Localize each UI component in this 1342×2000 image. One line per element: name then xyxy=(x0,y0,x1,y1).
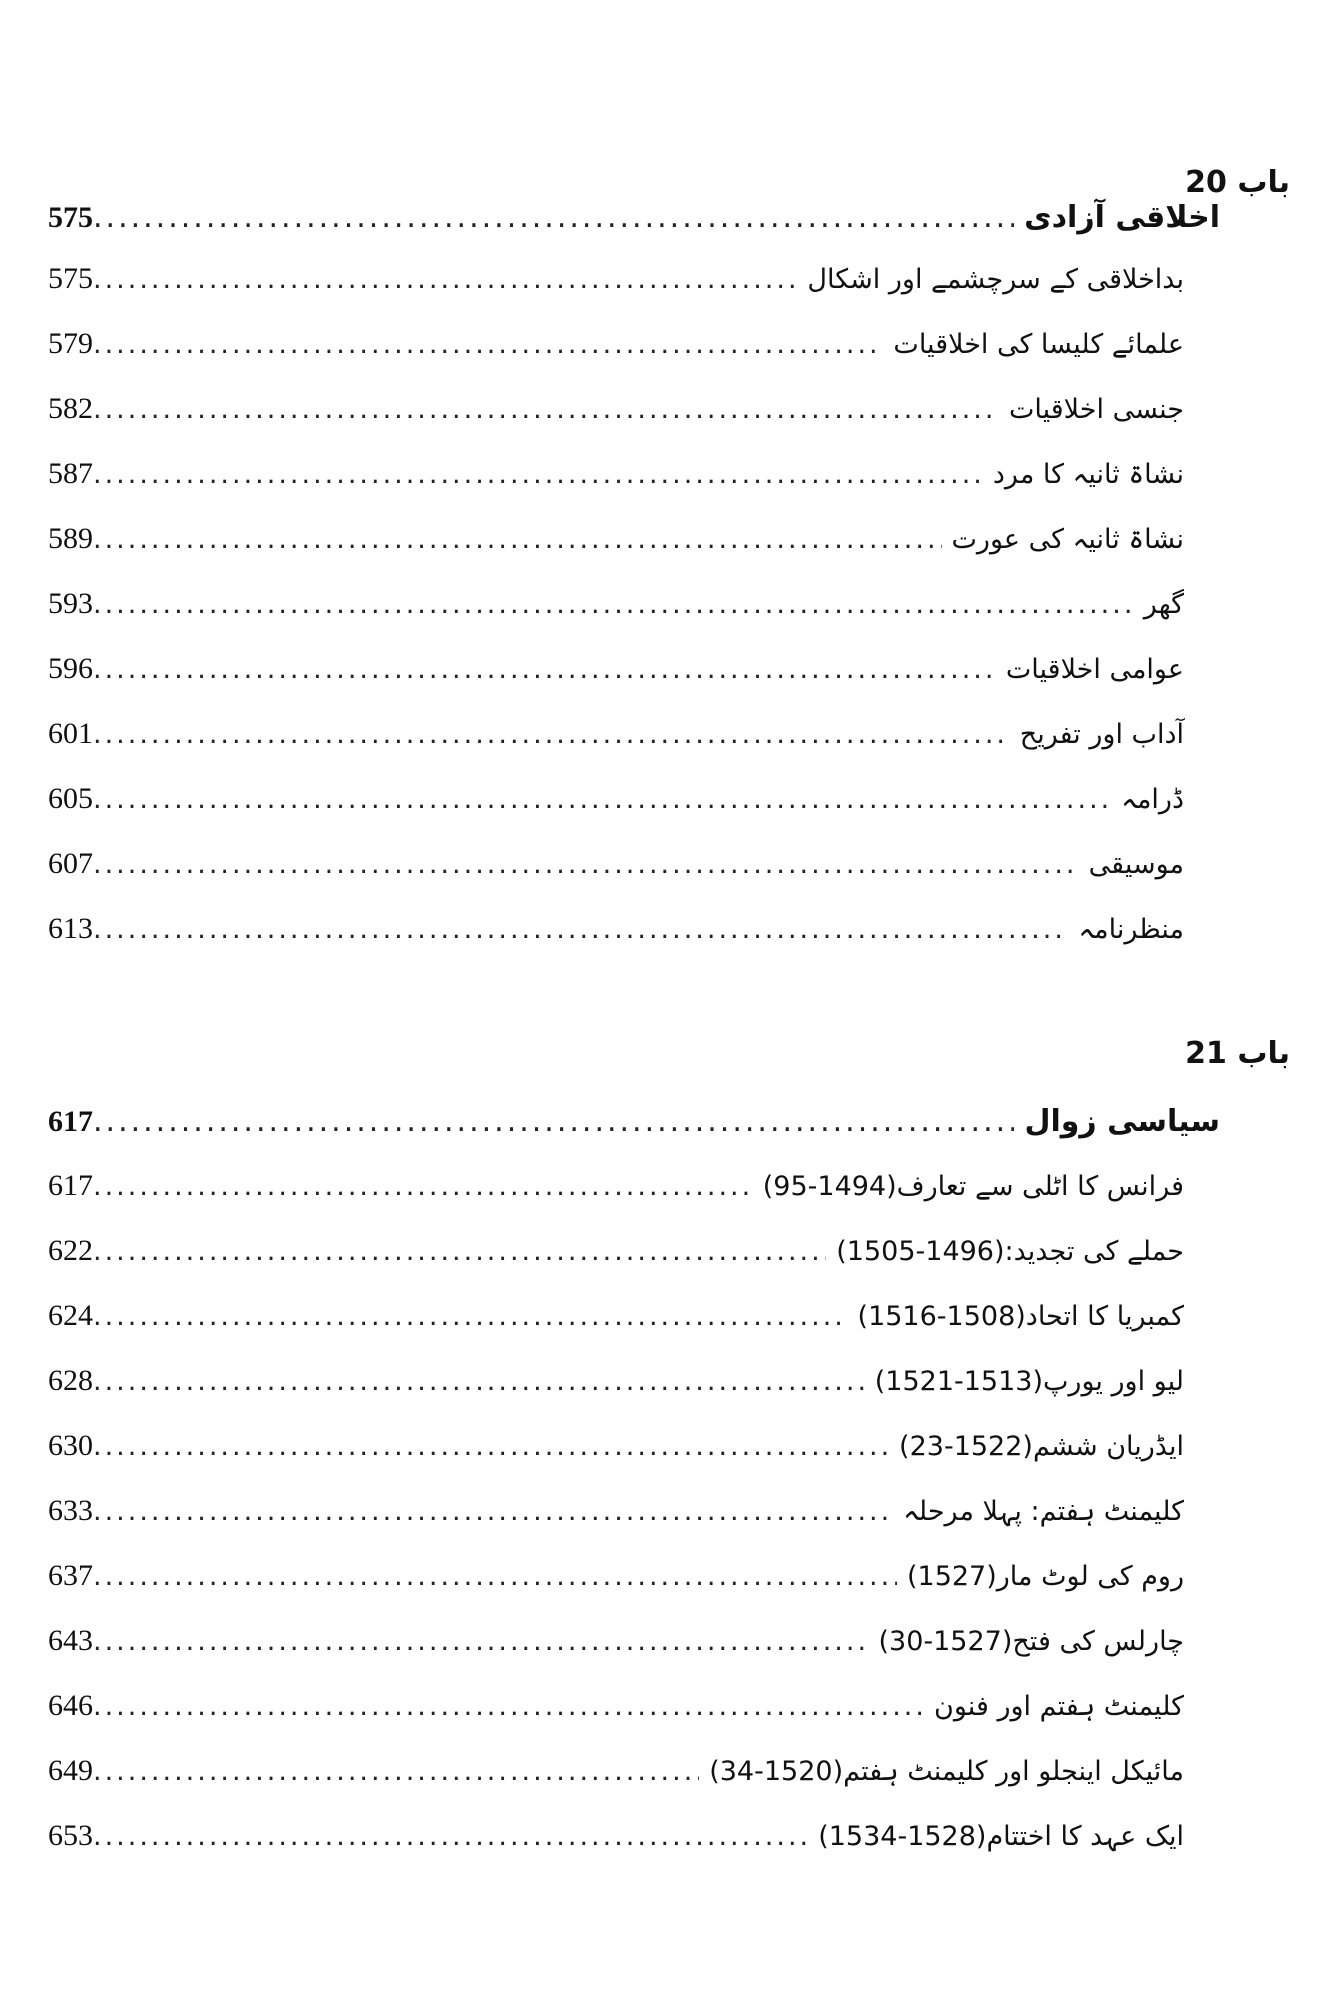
entry-title: جنسی اخلاقیات xyxy=(1008,394,1184,425)
toc-entry[interactable]: ایک عہد کا اختتام(1528-1534) 653 xyxy=(48,1819,1184,1879)
dot-leader xyxy=(93,1626,868,1657)
entry-title: کمبریا کا اتحاد(1508-1516) xyxy=(857,1301,1184,1332)
chapter-label: باب 21 xyxy=(1185,1036,1290,1071)
page-number: 589 xyxy=(48,522,93,555)
dot-leader xyxy=(93,654,996,685)
dot-leader xyxy=(93,1104,1014,1139)
toc-entry[interactable]: نشاۃ ثانیہ کی عورت 589 xyxy=(48,522,1184,582)
dot-leader xyxy=(93,589,1134,620)
page-number: 653 xyxy=(48,1819,93,1852)
entry-title: کلیمنٹ ہفتم: پہلا مرحلہ xyxy=(903,1496,1184,1527)
dot-leader xyxy=(93,459,983,490)
page-number: 601 xyxy=(48,717,93,750)
page-number: 637 xyxy=(48,1559,93,1592)
page-number: 607 xyxy=(48,847,93,880)
toc-entry[interactable]: چارلس کی فتح(1527-30) 643 xyxy=(48,1624,1184,1684)
toc-entry[interactable]: بداخلاقی کے سرچشمے اور اشکال 575 xyxy=(48,262,1184,322)
entry-title: روم کی لوٹ مار(1527) xyxy=(906,1561,1184,1592)
dot-leader xyxy=(93,849,1079,880)
page-number: 579 xyxy=(48,327,93,360)
entry-title: سیاسی زوال xyxy=(1024,1104,1220,1139)
page-number: 617 xyxy=(48,1105,93,1138)
toc-entry[interactable]: نشاۃ ثانیہ کا مرد 587 xyxy=(48,457,1184,517)
page-number: 593 xyxy=(48,587,93,620)
toc-entry[interactable]: ایڈریان ششم(1522-23) 630 xyxy=(48,1429,1184,1489)
toc-entry[interactable]: فرانس کا اٹلی سے تعارف(1494-95) 617 xyxy=(48,1169,1184,1229)
entry-title: ڈرامہ xyxy=(1121,784,1184,815)
page-number: 622 xyxy=(48,1234,93,1267)
toc-entry[interactable]: گھر 593 xyxy=(48,587,1184,647)
entry-title: نشاۃ ثانیہ کی عورت xyxy=(951,524,1185,555)
entry-title: ایڈریان ششم(1522-23) xyxy=(899,1431,1184,1462)
dot-leader xyxy=(93,1496,893,1527)
toc-entry[interactable]: روم کی لوٹ مار(1527) 637 xyxy=(48,1559,1184,1619)
entry-title: آداب اور تفریح xyxy=(1019,719,1184,750)
dot-leader xyxy=(93,1821,808,1852)
page-number: 596 xyxy=(48,652,93,685)
page-number: 617 xyxy=(48,1169,93,1202)
dot-leader xyxy=(93,914,1068,945)
toc-entry[interactable]: آداب اور تفریح 601 xyxy=(48,717,1184,777)
dot-leader xyxy=(93,719,1010,750)
page-number: 624 xyxy=(48,1299,93,1332)
dot-leader xyxy=(93,1756,699,1787)
dot-leader xyxy=(93,1236,826,1267)
entry-title: منظرنامہ xyxy=(1078,914,1184,945)
entry-title: کلیمنٹ ہفتم اور فنون xyxy=(934,1691,1184,1722)
toc-entry[interactable]: علمائے کلیسا کی اخلاقیات 579 xyxy=(48,327,1184,387)
entry-title: لیو اور یورپ(1513-1521) xyxy=(874,1366,1184,1397)
page-number: 613 xyxy=(48,912,93,945)
dot-leader xyxy=(93,1171,753,1202)
entry-title: حملے کی تجدید:(1496-1505) xyxy=(836,1236,1184,1267)
entry-title: موسیقی xyxy=(1088,849,1184,880)
page-number: 582 xyxy=(48,392,93,425)
entry-title: گھر xyxy=(1143,589,1184,620)
dot-leader xyxy=(93,329,883,360)
toc-entry[interactable]: کلیمنٹ ہفتم اور فنون 646 xyxy=(48,1689,1184,1749)
chapter-label: باب 20 xyxy=(1185,165,1290,200)
dot-leader xyxy=(93,1431,889,1462)
entry-title: ایک عہد کا اختتام(1528-1534) xyxy=(818,1821,1184,1852)
toc-entry[interactable]: موسیقی 607 xyxy=(48,847,1184,907)
page-number: 575 xyxy=(48,201,93,234)
page-number: 630 xyxy=(48,1429,93,1462)
page-number: 643 xyxy=(48,1624,93,1657)
entry-title: علمائے کلیسا کی اخلاقیات xyxy=(893,329,1184,360)
entry-title: نشاۃ ثانیہ کا مرد xyxy=(992,459,1184,490)
page-number: 605 xyxy=(48,782,93,815)
dot-leader xyxy=(93,524,942,555)
dot-leader xyxy=(93,264,797,295)
toc-entry[interactable]: عوامی اخلاقیات 596 xyxy=(48,652,1184,712)
entry-title: مائیکل اینجلو اور کلیمنٹ ہفتم(1520-34) xyxy=(709,1756,1184,1787)
page-number: 646 xyxy=(48,1689,93,1722)
page-number: 628 xyxy=(48,1364,93,1397)
page-number: 575 xyxy=(48,262,93,295)
entry-title: بداخلاقی کے سرچشمے اور اشکال xyxy=(807,264,1184,295)
dot-leader xyxy=(93,1691,924,1722)
toc-entry[interactable]: حملے کی تجدید:(1496-1505) 622 xyxy=(48,1234,1184,1294)
toc-entry[interactable]: کلیمنٹ ہفتم: پہلا مرحلہ 633 xyxy=(48,1494,1184,1554)
dot-leader xyxy=(93,1366,865,1397)
chapter-heading-entry[interactable]: اخلاقی آزادی 575 xyxy=(48,200,1220,260)
page-number: 587 xyxy=(48,457,93,490)
dot-leader xyxy=(93,394,999,425)
toc-entry[interactable]: جنسی اخلاقیات 582 xyxy=(48,392,1184,452)
toc-entry[interactable]: منظرنامہ 613 xyxy=(48,912,1184,972)
toc-entry[interactable]: لیو اور یورپ(1513-1521) 628 xyxy=(48,1364,1184,1424)
chapter-heading-entry[interactable]: سیاسی زوال 617 xyxy=(48,1104,1220,1164)
entry-title: اخلاقی آزادی xyxy=(1024,200,1220,235)
page-number: 633 xyxy=(48,1494,93,1527)
entry-title: فرانس کا اٹلی سے تعارف(1494-95) xyxy=(762,1171,1184,1202)
toc-entry[interactable]: مائیکل اینجلو اور کلیمنٹ ہفتم(1520-34) 64… xyxy=(48,1754,1184,1814)
dot-leader xyxy=(93,200,1014,235)
toc-entry[interactable]: ڈرامہ 605 xyxy=(48,782,1184,842)
dot-leader xyxy=(93,784,1111,815)
dot-leader xyxy=(93,1301,848,1332)
entry-title: چارلس کی فتح(1527-30) xyxy=(878,1626,1184,1657)
dot-leader xyxy=(93,1561,897,1592)
toc-entry[interactable]: کمبریا کا اتحاد(1508-1516) 624 xyxy=(48,1299,1184,1359)
entry-title: عوامی اخلاقیات xyxy=(1005,654,1184,685)
page-number: 649 xyxy=(48,1754,93,1787)
